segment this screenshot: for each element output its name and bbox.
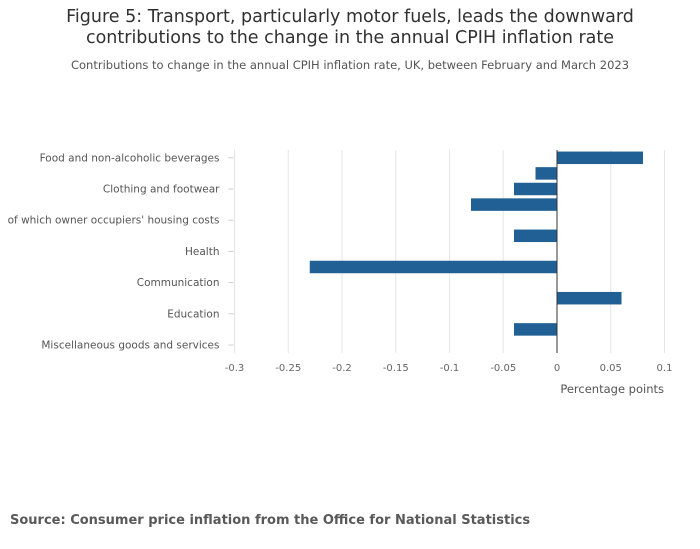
chart-subtitle: Contributions to change in the annual CP… bbox=[70, 58, 630, 72]
x-tick-label: 0.1 bbox=[657, 363, 673, 374]
x-tick-label: 0 bbox=[554, 363, 560, 374]
bar bbox=[471, 198, 557, 211]
chart-title-line-2: contributions to the change in the annua… bbox=[85, 28, 615, 48]
category-label: Miscellaneous goods and services bbox=[41, 340, 219, 352]
x-tick-label: -0.05 bbox=[490, 363, 516, 374]
chart-title-line-1: Figure 5: Transport, particularly motor … bbox=[66, 7, 634, 27]
category-label: Health bbox=[185, 246, 219, 258]
bar bbox=[309, 260, 557, 274]
x-tick-label: -0.3 bbox=[225, 363, 245, 374]
gridlines bbox=[234, 150, 665, 353]
x-tick-label: -0.25 bbox=[275, 363, 301, 374]
category-label: of which owner occupiers' housing costs bbox=[8, 215, 220, 227]
chart-title: Figure 5: Transport, particularly motor … bbox=[0, 7, 700, 49]
bar bbox=[514, 323, 557, 336]
x-axis-title: Percentage points bbox=[560, 382, 664, 396]
bar bbox=[514, 229, 557, 243]
category-labels: Food and non-alcoholic beverages Clothing… bbox=[8, 152, 234, 352]
source-note: Source: Consumer price inflation from th… bbox=[10, 513, 531, 528]
x-tick-labels: -0.3 -0.25 -0.2 -0.15 -0.1 -0.05 0 0.05 0.1 bbox=[225, 363, 673, 374]
x-tick-label: 0.05 bbox=[600, 363, 622, 374]
category-label: Food and non-alcoholic beverages bbox=[40, 152, 220, 164]
category-label: Clothing and footwear bbox=[103, 184, 220, 196]
category-label: Education bbox=[167, 308, 219, 320]
x-tick-label: -0.1 bbox=[440, 363, 460, 374]
bars bbox=[309, 151, 643, 336]
bar bbox=[557, 151, 643, 165]
bar bbox=[535, 167, 557, 180]
bar bbox=[557, 291, 622, 305]
x-tick-label: -0.15 bbox=[383, 363, 409, 374]
x-tick-label: -0.2 bbox=[332, 363, 352, 374]
category-label: Communication bbox=[137, 277, 220, 289]
bar bbox=[514, 182, 557, 196]
